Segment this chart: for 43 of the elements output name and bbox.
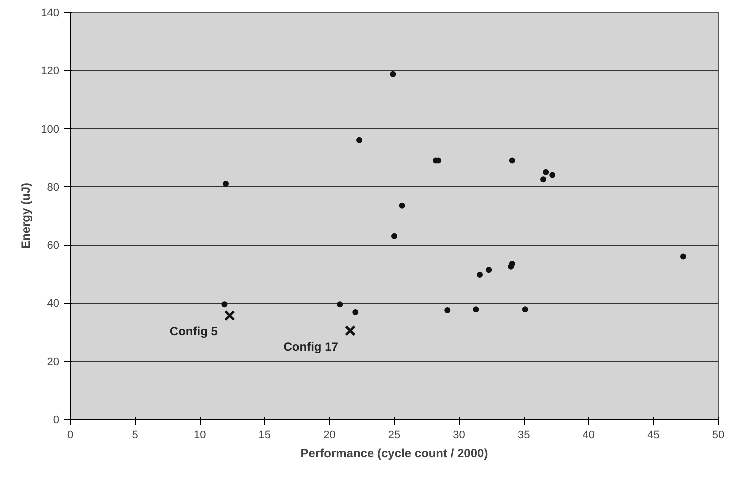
annotation: Config 17	[284, 340, 339, 354]
point	[223, 181, 230, 188]
x-tick-label: 25	[388, 430, 401, 442]
point	[680, 254, 687, 260]
point	[222, 302, 228, 308]
point	[550, 172, 556, 178]
point	[540, 176, 547, 183]
y-axis-title: Energy (uJ)	[19, 182, 34, 250]
point	[392, 233, 398, 240]
point	[522, 306, 528, 313]
y-tick-label: 140	[41, 8, 60, 20]
point	[337, 302, 344, 308]
point	[352, 310, 359, 316]
y-tick-label: 100	[41, 124, 60, 136]
point	[509, 158, 516, 164]
point	[543, 169, 550, 176]
point	[356, 137, 363, 144]
y-tick-label: 60	[47, 240, 60, 252]
point	[473, 306, 480, 313]
annotation: Config 5	[170, 324, 218, 339]
x-tick-label: 0	[67, 430, 74, 442]
x-tick-label: 10	[194, 430, 206, 442]
x-tick-label: 45	[648, 430, 660, 442]
x-tick-label: 20	[324, 430, 336, 442]
x-tick-label: 15	[258, 430, 272, 442]
point	[224, 310, 236, 322]
y-tick-label: 120	[41, 66, 60, 78]
x-tick-label: 5	[132, 430, 138, 442]
point	[444, 307, 451, 314]
point	[477, 272, 484, 278]
point	[399, 202, 406, 209]
y-tick-label: 0	[53, 414, 60, 426]
x-axis-title: Performance (cycle count / 2000)	[300, 446, 488, 460]
point	[486, 267, 492, 274]
x-tick-label: 40	[582, 430, 596, 442]
point	[390, 71, 396, 78]
point	[344, 325, 356, 336]
y-tick-label: 40	[47, 298, 60, 310]
y-tick-label: 20	[47, 356, 60, 368]
x-tick-label: 35	[518, 430, 530, 442]
y-tick-label: 80	[47, 182, 60, 194]
x-tick-label: 50	[712, 430, 725, 442]
x-tick-label: 30	[453, 430, 466, 442]
